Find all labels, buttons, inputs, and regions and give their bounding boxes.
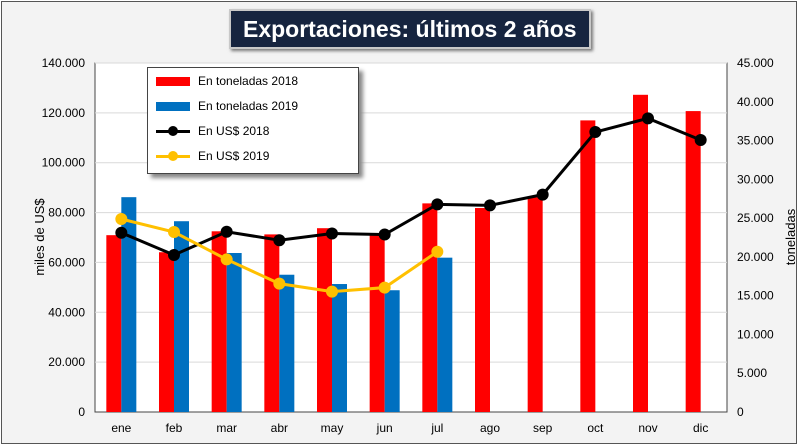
y-tick-label: 40.000 <box>48 305 85 319</box>
bar-en-toneladas-2018 <box>580 120 596 412</box>
bar-en-toneladas-2018 <box>475 208 490 412</box>
y2-tick-label: 10.000 <box>737 327 774 341</box>
legend-label: En US$ 2018 <box>198 124 270 138</box>
legend-item: En toneladas 2018 <box>156 71 298 91</box>
marker-en-us-2018 <box>589 126 602 139</box>
legend-label: En toneladas 2019 <box>198 99 299 113</box>
bar-en-toneladas-2018 <box>106 235 122 412</box>
bar-en-toneladas-2018 <box>211 231 227 412</box>
y2-tick-label: 5.000 <box>737 366 767 380</box>
y2-tick-label: 15.000 <box>737 289 774 303</box>
bar-en-toneladas-2018 <box>159 252 174 412</box>
x-tick-label: may <box>321 421 344 435</box>
marker-en-us-2018 <box>220 225 233 238</box>
x-tick-label: mar <box>216 421 237 435</box>
bar-en-toneladas-2019 <box>174 221 189 412</box>
bar-en-toneladas-2019 <box>279 274 295 412</box>
legend-swatch <box>156 146 190 166</box>
y-tick-label: 80.000 <box>48 206 85 220</box>
x-tick-label: jun <box>376 421 393 435</box>
bar-en-toneladas-2019 <box>226 253 242 412</box>
marker-en-us-2019 <box>378 281 391 294</box>
legend-label: En toneladas 2018 <box>198 74 299 88</box>
bar-en-toneladas-2018 <box>633 94 648 412</box>
marker-en-us-2018 <box>378 228 391 241</box>
marker-en-us-2019 <box>115 213 128 226</box>
marker-en-us-2018 <box>694 134 707 147</box>
legend-item: En toneladas 2019 <box>156 96 298 116</box>
y-tick-label: 120.000 <box>42 106 86 120</box>
marker-en-us-2019 <box>431 245 444 258</box>
bar-en-toneladas-2018 <box>317 228 332 412</box>
marker-en-us-2018 <box>484 199 496 212</box>
y-axis-label: miles de US$ <box>32 198 47 276</box>
marker-en-us-2018 <box>326 227 338 240</box>
legend-label: En US$ 2019 <box>198 149 270 163</box>
y2-tick-label: 25.000 <box>737 211 774 225</box>
x-tick-label: jul <box>430 421 443 435</box>
chart-title: Exportaciones: últimos 2 años <box>229 9 591 49</box>
x-tick-label: nov <box>638 421 657 435</box>
bar-en-toneladas-2018 <box>527 197 543 412</box>
marker-en-us-2018 <box>431 198 444 211</box>
x-tick-label: feb <box>166 421 183 435</box>
marker-en-us-2019 <box>168 226 180 239</box>
bar-en-toneladas-2018 <box>422 203 438 412</box>
line-en-us-2018 <box>120 116 702 257</box>
bar-en-toneladas-2018 <box>264 234 280 412</box>
x-tick-label: sep <box>533 421 553 435</box>
y2-axis-label: toneladas <box>783 208 798 265</box>
y-tick-label: 140.000 <box>42 56 86 70</box>
marker-en-us-2018 <box>536 188 549 201</box>
y2-tick-label: 20.000 <box>737 250 774 264</box>
x-tick-label: abr <box>271 421 288 435</box>
legend-item: En US$ 2019 <box>156 146 269 166</box>
x-tick-label: oct <box>587 421 604 435</box>
bar-en-toneladas-2019 <box>121 197 137 412</box>
y-tick-label: 60.000 <box>48 255 85 269</box>
legend-swatch <box>156 76 190 86</box>
legend: En toneladas 2018 En toneladas 2019 En U… <box>147 67 359 174</box>
bar-en-toneladas-2019 <box>332 284 347 412</box>
y2-tick-label: 35.000 <box>737 134 774 148</box>
legend-swatch <box>156 121 190 141</box>
y-tick-label: 100.000 <box>42 156 86 170</box>
x-tick-label: ene <box>111 421 131 435</box>
y2-tick-label: 40.000 <box>737 95 774 109</box>
y2-tick-label: 45.000 <box>737 56 774 70</box>
marker-en-us-2018 <box>115 226 128 239</box>
x-tick-label: dic <box>693 421 708 435</box>
y2-tick-label: 30.000 <box>737 172 774 186</box>
marker-en-us-2018 <box>168 248 180 261</box>
bar-en-toneladas-2018 <box>685 111 701 412</box>
y-tick-label: 0 <box>78 405 85 419</box>
y-tick-label: 20.000 <box>48 355 85 369</box>
bar-en-toneladas-2018 <box>369 235 385 412</box>
marker-en-us-2019 <box>326 285 338 298</box>
y2-tick-label: 0 <box>737 405 744 419</box>
bar-en-toneladas-2019 <box>384 290 400 412</box>
marker-en-us-2019 <box>273 277 286 290</box>
marker-en-us-2019 <box>220 253 233 266</box>
legend-swatch <box>156 101 190 111</box>
marker-en-us-2018 <box>273 234 286 247</box>
bar-en-toneladas-2019 <box>437 257 453 412</box>
legend-item: En US$ 2018 <box>156 121 269 141</box>
x-tick-label: ago <box>480 421 500 435</box>
marker-en-us-2018 <box>642 112 654 125</box>
